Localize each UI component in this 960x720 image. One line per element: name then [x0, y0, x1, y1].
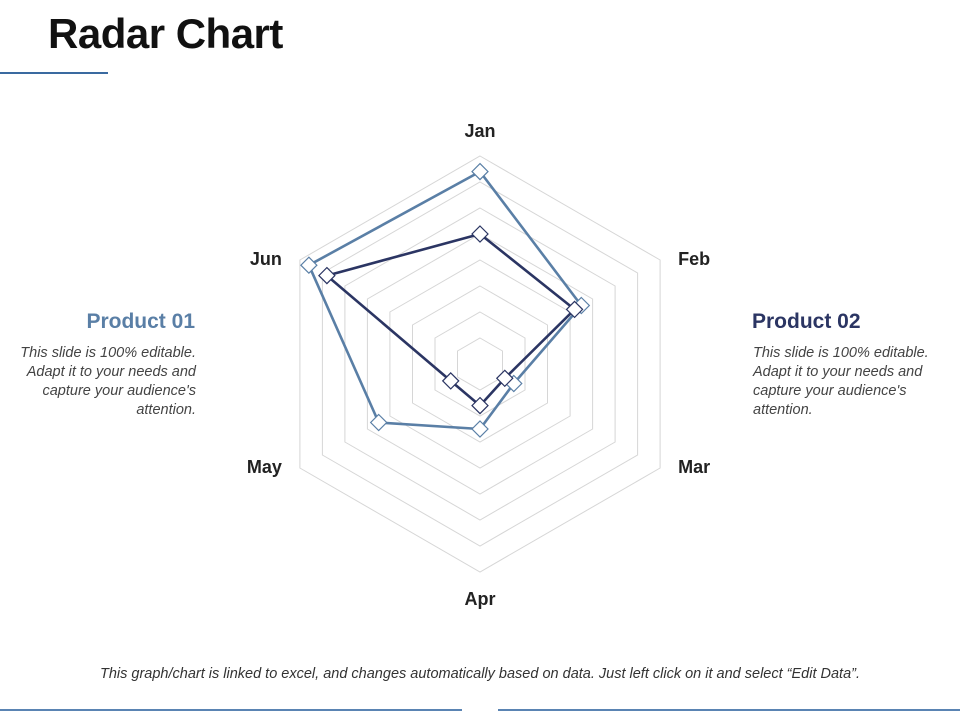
grid-ring-5 — [366, 233, 594, 495]
product-01-description: This slide is 100% editable. Adapt it to… — [20, 345, 196, 418]
series-2-point-jun — [318, 266, 336, 285]
grid-ring-3 — [412, 285, 548, 443]
series-2-point-feb — [565, 300, 584, 319]
bottom-divider-right — [498, 709, 960, 711]
product-01-title: Product 01 — [86, 310, 195, 333]
series-1-point-may — [369, 413, 388, 432]
grid-ring-8 — [299, 155, 661, 573]
axis-label-mar: Mar — [678, 457, 710, 477]
series-2 — [318, 225, 584, 415]
series-1-point-apr — [471, 420, 489, 438]
radar-axis-labels: Jan Feb Mar Apr May Jun — [247, 121, 710, 609]
axis-label-jan: Jan — [464, 121, 495, 141]
axis-label-may: May — [247, 457, 282, 477]
product-02-title: Product 02 — [752, 310, 861, 333]
axis-label-jun: Jun — [250, 249, 282, 269]
radar-series-layer — [300, 162, 591, 438]
series-2-point-may — [441, 372, 460, 390]
grid-ring-1 — [457, 337, 503, 391]
series-1-point-jan — [471, 162, 489, 181]
product-02-description: This slide is 100% editable. Adapt it to… — [753, 345, 929, 418]
series-1 — [300, 162, 591, 438]
axis-label-feb: Feb — [678, 249, 710, 269]
footer-note: This graph/chart is linked to excel, and… — [99, 666, 861, 682]
series-2-point-apr — [471, 396, 489, 415]
bottom-divider-left — [0, 709, 462, 711]
series-2-point-jan — [471, 225, 489, 243]
page-title: Radar Chart — [48, 10, 283, 57]
series-1-line — [307, 170, 583, 431]
title-underline — [0, 72, 108, 74]
grid-ring-2 — [434, 311, 526, 417]
grid-ring-6 — [344, 207, 616, 521]
series-1-point-jun — [300, 256, 318, 275]
axis-label-apr: Apr — [465, 589, 496, 609]
series-2-point-mar — [495, 369, 514, 388]
